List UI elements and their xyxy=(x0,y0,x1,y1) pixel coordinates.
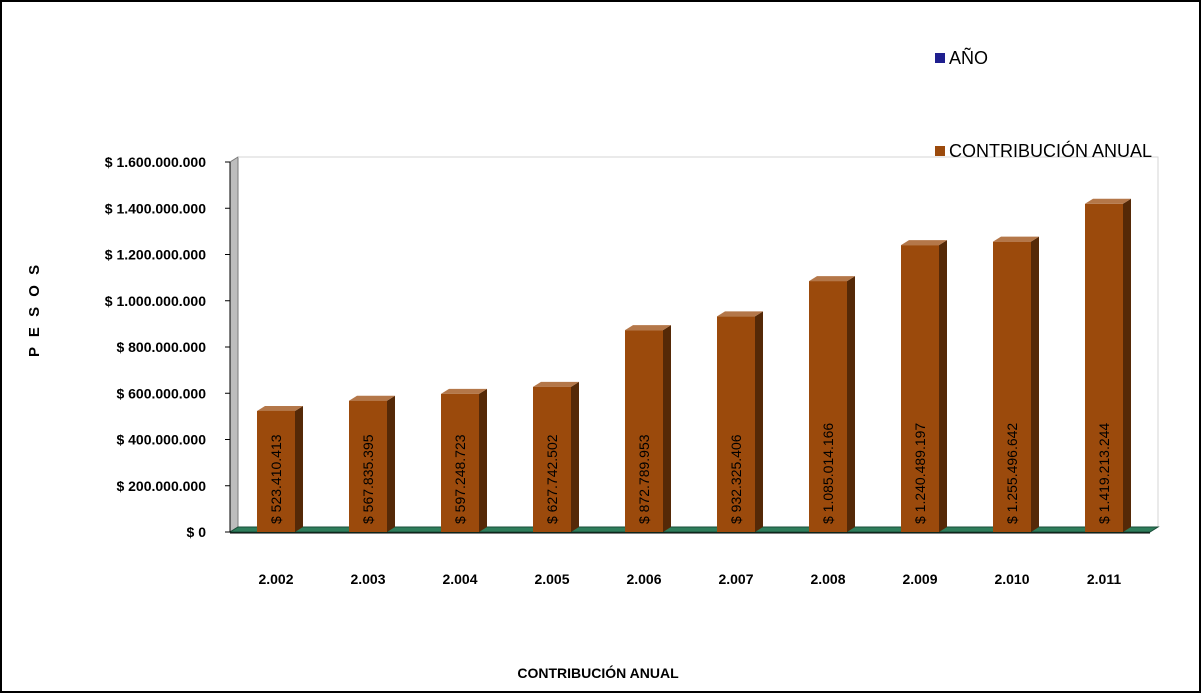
bar-front xyxy=(993,241,1031,533)
bar-value-label: $ 932.325.406 xyxy=(728,434,744,524)
x-tick-label: 2.010 xyxy=(994,571,1029,587)
bar-value-label: $ 1.085.014.166 xyxy=(820,423,836,524)
bar-top xyxy=(809,276,855,282)
y-tick-label: $ 200.000.000 xyxy=(116,478,206,494)
x-tick-label: 2.004 xyxy=(442,571,477,587)
bar: $ 627.742.502 xyxy=(533,381,579,532)
x-tick-label: 2.009 xyxy=(902,571,937,587)
y-tick-label: $ 1.600.000.000 xyxy=(105,154,206,170)
y-tick-label: $ 800.000.000 xyxy=(116,339,206,355)
x-axis-ticks: 2.002 2.003 2.004 2.005 2.006 2.007 2.008 2.009… xyxy=(258,571,1121,587)
bar-side xyxy=(755,311,763,532)
y-tick-label: $ 1.400.000.000 xyxy=(105,200,206,216)
y-tick-label: $ 0 xyxy=(187,524,207,540)
bar-front xyxy=(349,400,387,532)
bar-front xyxy=(901,245,939,532)
bar-side xyxy=(387,395,395,532)
bar-side xyxy=(1123,198,1131,532)
legend-swatch xyxy=(935,53,945,63)
x-tick-label: 2.006 xyxy=(626,571,661,587)
x-tick-label: 2.011 xyxy=(1087,571,1121,587)
legend: AÑO CONTRIBUCIÓN ANUAL xyxy=(935,47,1152,161)
bar: $ 872.789.953 xyxy=(625,325,671,532)
bar: $ 597.248.723 xyxy=(441,388,487,532)
bar-value-label: $ 1.419.213.244 xyxy=(1096,423,1112,524)
bar-value-label: $ 523.410.413 xyxy=(268,434,284,524)
bar-top xyxy=(901,240,947,246)
bar-top xyxy=(1085,198,1131,204)
y-axis-ticks: $ 0 $ 200.000.000 $ 400.000.000 $ 600.000.0… xyxy=(105,154,230,540)
bars: $ 523.410.413 $ 567.835.395 $ 597.248.723 $… xyxy=(257,198,1131,533)
bar-front xyxy=(441,393,479,532)
x-axis-label: CONTRIBUCIÓN ANUAL xyxy=(517,664,679,681)
bar-front xyxy=(717,316,755,532)
x-tick-label: 2.005 xyxy=(534,571,569,587)
bar-value-label: $ 597.248.723 xyxy=(452,434,468,524)
bar-side xyxy=(295,405,303,532)
bar-value-label: $ 872.789.953 xyxy=(636,434,652,524)
y-tick-label: $ 1.000.000.000 xyxy=(105,293,206,309)
bar: $ 523.410.413 xyxy=(257,405,303,532)
bar: $ 1.419.213.244 xyxy=(1085,198,1131,532)
bar: $ 1.240.489.197 xyxy=(901,240,947,532)
bar-side xyxy=(847,276,855,532)
bar-value-label: $ 1.240.489.197 xyxy=(912,423,928,524)
bar-top xyxy=(717,311,763,317)
bar-top xyxy=(993,236,1039,242)
x-tick-label: 2.007 xyxy=(718,571,753,587)
bar-value-label: $ 567.835.395 xyxy=(360,434,376,524)
bar: $ 567.835.395 xyxy=(349,395,395,532)
bar-front xyxy=(1085,203,1123,532)
legend-swatch xyxy=(935,146,945,156)
bar-side xyxy=(663,325,671,532)
y-tick-label: $ 1.200.000.000 xyxy=(105,247,206,263)
bar-top xyxy=(533,381,579,387)
y-tick-label: $ 600.000.000 xyxy=(116,385,206,401)
bar-top xyxy=(625,325,671,331)
bar-front xyxy=(533,386,571,532)
bar-top xyxy=(349,395,395,401)
x-tick-label: 2.003 xyxy=(350,571,385,587)
bar: $ 1.085.014.166 xyxy=(809,276,855,532)
legend-entry-label: CONTRIBUCIÓN ANUAL xyxy=(949,140,1152,161)
bar-side xyxy=(571,381,579,532)
legend-entry-label: AÑO xyxy=(949,47,988,68)
x-tick-label: 2.002 xyxy=(258,571,293,587)
bar-value-label: $ 1.255.496.642 xyxy=(1004,423,1020,524)
bar-value-label: $ 627.742.502 xyxy=(544,434,560,524)
bar-front xyxy=(625,330,663,532)
bar-side xyxy=(479,388,487,532)
bar: $ 1.255.496.642 xyxy=(993,236,1039,533)
bar-top xyxy=(441,388,487,394)
bar-side xyxy=(939,240,947,532)
bar-front xyxy=(257,410,295,532)
bar-front xyxy=(809,281,847,532)
y-axis-label: P E S O S xyxy=(26,262,43,357)
y-tick-label: $ 400.000.000 xyxy=(116,432,206,448)
x-tick-label: 2.008 xyxy=(810,571,845,587)
bar: $ 932.325.406 xyxy=(717,311,763,532)
side-wall xyxy=(229,156,239,533)
bar-top xyxy=(257,405,303,411)
back-wall xyxy=(238,156,1159,527)
bar-side xyxy=(1031,236,1039,533)
